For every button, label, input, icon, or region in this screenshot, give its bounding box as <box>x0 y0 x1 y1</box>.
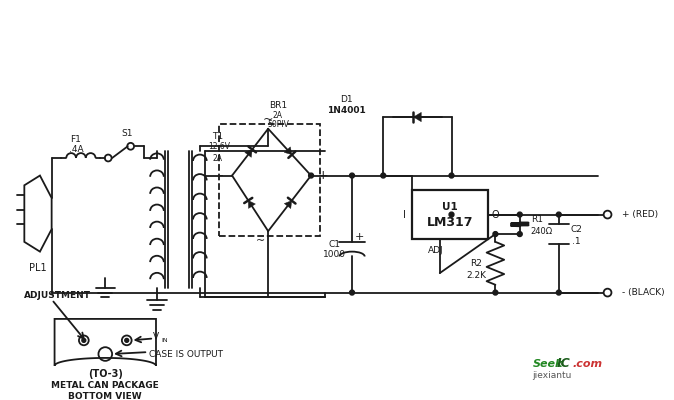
Text: 2A: 2A <box>212 154 222 164</box>
Text: +: + <box>355 232 365 242</box>
Circle shape <box>518 212 522 217</box>
Text: 2A: 2A <box>273 110 283 120</box>
Text: LM317: LM317 <box>427 216 473 229</box>
Text: jiexiantu: jiexiantu <box>532 371 572 380</box>
Text: IN: IN <box>162 338 168 343</box>
Text: ~: ~ <box>263 112 274 126</box>
Text: 1N4001: 1N4001 <box>327 106 365 115</box>
Text: - (BLACK): - (BLACK) <box>622 288 665 297</box>
Text: ADJ: ADJ <box>427 246 443 255</box>
Text: -: - <box>218 169 222 182</box>
Text: U1: U1 <box>442 202 458 212</box>
Text: (TO-3): (TO-3) <box>88 368 123 378</box>
Text: 240Ω: 240Ω <box>530 227 552 236</box>
Polygon shape <box>245 150 252 157</box>
Circle shape <box>82 338 86 342</box>
Circle shape <box>350 173 355 178</box>
Text: BOTTOM VIEW: BOTTOM VIEW <box>69 392 142 400</box>
Text: PL1: PL1 <box>29 263 47 273</box>
Circle shape <box>493 232 498 236</box>
Bar <box>412 190 487 239</box>
Circle shape <box>556 290 561 295</box>
Text: ~: ~ <box>255 236 265 246</box>
Text: 2.2K: 2.2K <box>466 270 486 280</box>
Bar <box>220 124 320 236</box>
Polygon shape <box>413 112 421 122</box>
Circle shape <box>518 232 522 236</box>
Text: .1: .1 <box>572 237 581 246</box>
Text: O: O <box>491 210 499 220</box>
Text: R1: R1 <box>531 215 543 224</box>
Circle shape <box>449 212 454 217</box>
Polygon shape <box>248 200 255 208</box>
Circle shape <box>381 173 386 178</box>
Text: IC: IC <box>557 357 571 370</box>
Text: R2: R2 <box>470 259 482 268</box>
Text: C2: C2 <box>570 225 582 234</box>
Text: F1
.4A: F1 .4A <box>69 135 84 154</box>
Text: ADJUSTMENT: ADJUSTMENT <box>24 291 92 300</box>
Polygon shape <box>284 147 292 155</box>
Circle shape <box>556 212 561 217</box>
Circle shape <box>493 290 498 295</box>
Text: T1: T1 <box>212 132 223 141</box>
Text: CASE IS OUTPUT: CASE IS OUTPUT <box>149 350 223 358</box>
Text: D1: D1 <box>340 95 353 104</box>
Text: + (RED): + (RED) <box>622 210 658 219</box>
Text: Seek: Seek <box>532 359 563 369</box>
Text: 50PIV: 50PIV <box>267 120 289 129</box>
Text: .com: .com <box>572 359 603 369</box>
Polygon shape <box>284 201 292 208</box>
Circle shape <box>125 338 129 342</box>
Text: METAL CAN PACKAGE: METAL CAN PACKAGE <box>51 381 159 390</box>
Text: S1: S1 <box>121 129 133 138</box>
Circle shape <box>350 290 355 295</box>
Text: C1
1000: C1 1000 <box>323 240 346 259</box>
Text: V: V <box>153 332 159 341</box>
Circle shape <box>309 173 313 178</box>
Text: 12.6V: 12.6V <box>208 142 231 151</box>
Text: +: + <box>317 169 328 182</box>
Text: BR1: BR1 <box>269 101 287 110</box>
Circle shape <box>449 173 454 178</box>
Text: I: I <box>403 210 406 220</box>
